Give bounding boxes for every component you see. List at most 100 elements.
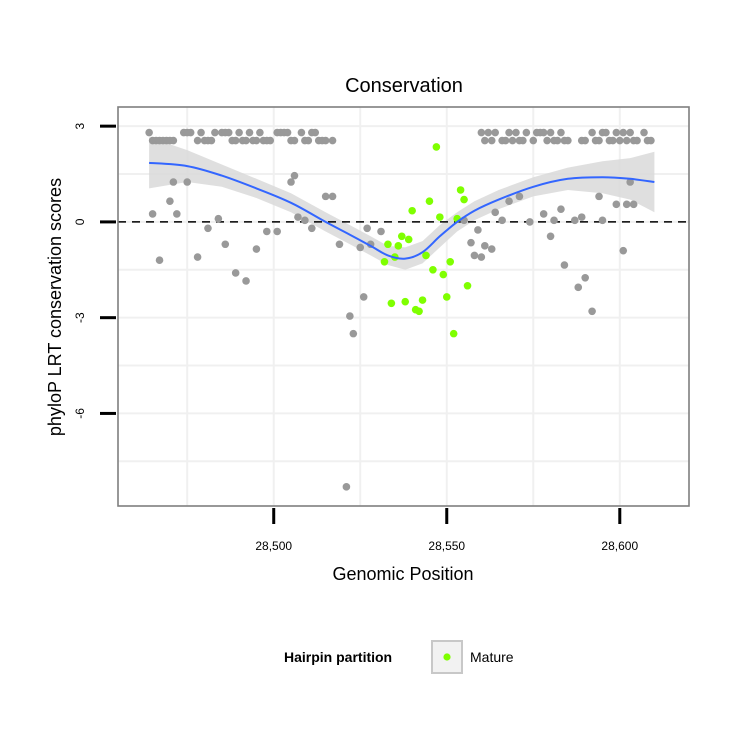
y-tick-label: 0 — [73, 218, 87, 225]
data-point-mature — [442, 293, 451, 301]
data-point — [477, 128, 486, 137]
data-point — [622, 200, 631, 209]
data-point — [186, 128, 195, 137]
data-point — [266, 136, 275, 145]
data-point — [214, 214, 223, 223]
data-point — [321, 192, 330, 201]
data-point-mature — [463, 281, 472, 290]
data-point — [557, 205, 565, 213]
data-point — [290, 171, 299, 180]
data-point — [505, 128, 513, 137]
data-point — [252, 136, 261, 145]
plot-border — [117, 106, 690, 507]
data-point — [505, 197, 513, 205]
data-point — [577, 213, 586, 221]
data-point — [211, 128, 219, 137]
data-point — [290, 136, 299, 145]
data-point — [487, 136, 496, 145]
legend: Hairpin partition Mature — [284, 640, 514, 674]
data-point — [166, 197, 174, 205]
data-point — [564, 136, 572, 145]
data-point — [173, 210, 181, 218]
data-point — [301, 216, 309, 225]
data-point — [526, 218, 534, 226]
data-point — [481, 136, 489, 145]
data-point — [245, 128, 254, 137]
y-axis-title: phyloP LRT conservation scores — [45, 178, 65, 436]
data-point — [595, 136, 603, 145]
data-point — [481, 242, 489, 250]
data-point — [304, 136, 313, 145]
data-points — [145, 128, 655, 491]
data-point — [501, 136, 510, 145]
data-point — [467, 238, 475, 247]
data-point — [377, 227, 385, 236]
data-point-mature — [456, 186, 465, 194]
data-point — [574, 283, 583, 292]
data-point — [287, 178, 295, 186]
data-point — [221, 240, 230, 249]
data-point — [155, 256, 164, 265]
data-point — [307, 224, 316, 233]
data-point — [498, 216, 506, 225]
plot-area — [117, 106, 690, 507]
data-point-mature — [384, 240, 392, 249]
data-point — [169, 178, 178, 186]
data-point — [242, 136, 250, 145]
data-point-mature — [387, 299, 396, 308]
data-point — [508, 136, 517, 145]
data-point — [242, 277, 250, 285]
data-point — [626, 178, 634, 186]
data-point — [647, 136, 655, 145]
data-point — [619, 246, 628, 255]
data-point — [522, 128, 531, 137]
data-point — [550, 216, 558, 225]
data-point — [363, 224, 371, 233]
data-point — [546, 232, 555, 241]
data-point — [193, 253, 202, 261]
data-point — [359, 293, 368, 301]
data-point — [349, 329, 358, 338]
data-point — [539, 210, 548, 218]
data-point — [519, 136, 527, 145]
data-point-mature — [446, 258, 455, 266]
data-point — [356, 243, 365, 252]
data-point — [335, 240, 344, 249]
data-point — [207, 136, 216, 145]
data-point — [256, 128, 264, 137]
data-point-mature — [394, 242, 403, 250]
data-point — [297, 128, 306, 137]
data-point — [474, 226, 482, 234]
data-point — [145, 128, 153, 137]
data-point — [626, 128, 634, 137]
data-point — [491, 128, 500, 137]
data-point — [183, 178, 192, 186]
data-point — [328, 192, 337, 201]
smooth-line — [149, 161, 655, 260]
data-point — [224, 128, 233, 137]
data-point — [491, 208, 500, 217]
y-tick-label: -6 — [73, 408, 87, 419]
data-point — [273, 227, 281, 236]
data-point-mature — [397, 232, 406, 241]
data-point — [487, 245, 496, 253]
data-point — [612, 200, 621, 209]
data-point — [588, 307, 596, 316]
data-point — [640, 128, 648, 137]
data-point-mature — [439, 270, 448, 279]
data-point-mature — [429, 265, 437, 274]
data-point — [477, 253, 486, 261]
data-point — [231, 269, 240, 277]
data-point-mature — [460, 195, 468, 204]
data-point — [588, 128, 596, 137]
data-point — [560, 261, 569, 269]
data-point-mature — [401, 297, 410, 306]
data-point — [512, 128, 520, 137]
data-point — [557, 128, 565, 137]
data-point — [546, 128, 555, 137]
data-point-mature — [449, 329, 458, 338]
data-point — [598, 216, 607, 225]
data-point — [346, 312, 354, 320]
data-point — [633, 136, 641, 145]
x-tick-label: 28,550 — [428, 539, 465, 553]
